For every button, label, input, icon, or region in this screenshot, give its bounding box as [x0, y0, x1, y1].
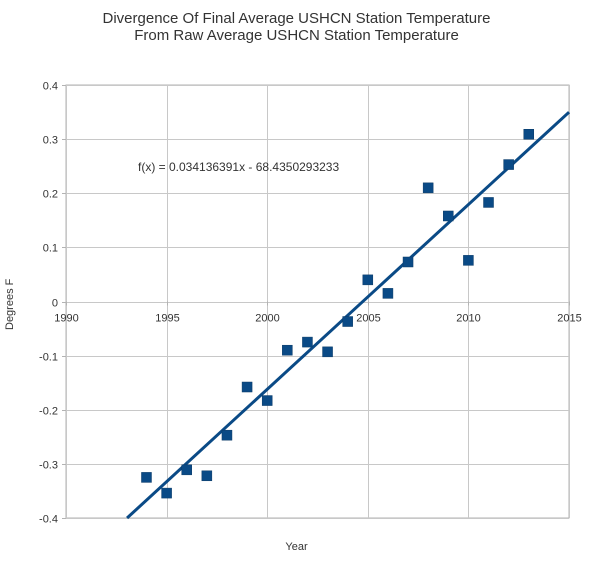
y-tick-label: 0	[52, 298, 58, 310]
data-point	[342, 316, 353, 327]
x-tick-label: 2010	[456, 313, 480, 325]
x-tick-label: 1995	[155, 313, 179, 325]
x-axis-label: Year	[285, 541, 308, 553]
x-tick-label: 2015	[557, 313, 581, 325]
data-point	[402, 256, 414, 268]
data-point	[483, 197, 494, 208]
data-point	[261, 395, 273, 406]
y-axis-label: Degrees F	[4, 278, 16, 330]
data-point	[523, 129, 535, 140]
y-tick-label: -0.3	[39, 460, 58, 472]
data-point	[161, 487, 172, 499]
data-point	[443, 210, 454, 222]
x-tick-label: 1990	[54, 313, 78, 325]
data-point	[463, 255, 474, 266]
x-tick-label: 2000	[255, 313, 279, 325]
data-point	[322, 346, 333, 358]
trendline-equation: f(x) = 0.034136391x - 68.4350293233	[138, 160, 340, 174]
trendline	[126, 111, 571, 520]
data-point	[422, 182, 434, 194]
y-tick-label: 0.1	[43, 243, 58, 255]
plot-area	[65, 84, 570, 519]
x-tick-label: 2005	[356, 313, 380, 325]
data-point	[302, 336, 313, 348]
y-tick-label: -0.4	[39, 514, 58, 526]
data-point	[141, 472, 152, 483]
y-tick-label: 0.2	[43, 189, 58, 201]
chart-title: Divergence Of Final Average USHCN Statio…	[102, 10, 491, 27]
chart-subtitle: From Raw Average USHCN Station Temperatu…	[134, 27, 459, 44]
y-tick-label: 0.3	[43, 135, 58, 147]
y-tick-label: 0.4	[43, 81, 58, 93]
data-point	[362, 274, 374, 286]
y-tick-label: -0.2	[39, 406, 58, 418]
y-tick-label: -0.1	[39, 352, 58, 364]
data-point	[382, 288, 394, 299]
data-point	[201, 470, 213, 482]
data-point	[282, 344, 293, 356]
data-point	[503, 159, 514, 170]
data-point	[221, 429, 233, 441]
data-point	[241, 381, 253, 393]
data-point	[181, 464, 192, 476]
